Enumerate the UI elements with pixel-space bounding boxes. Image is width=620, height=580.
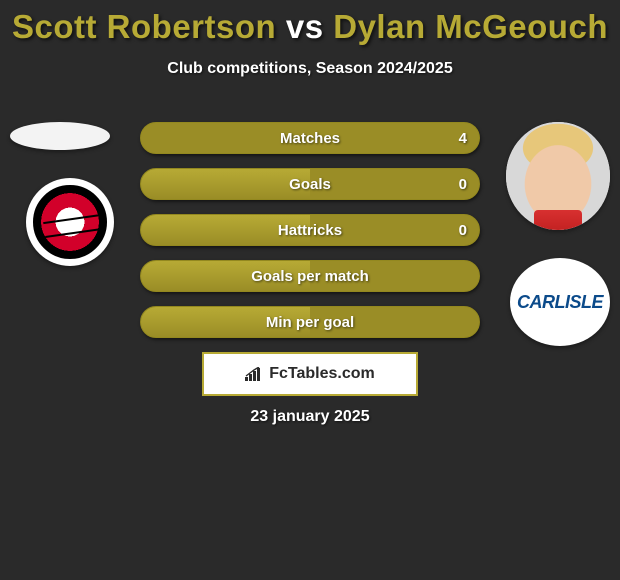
stat-value-right: 0 xyxy=(459,222,467,239)
stat-label: Min per goal xyxy=(266,314,354,331)
stat-bar: Min per goal xyxy=(140,306,480,338)
stat-bar: Matches 4 xyxy=(140,122,480,154)
stat-label: Goals xyxy=(289,176,331,193)
stat-label: Hattricks xyxy=(278,222,342,239)
stat-bar: Goals per match xyxy=(140,260,480,292)
player1-name: Scott Robertson xyxy=(12,8,276,45)
stat-label: Matches xyxy=(280,130,340,147)
player2-name: Dylan McGeouch xyxy=(333,8,608,45)
stat-value-right: 0 xyxy=(459,176,467,193)
bar-chart-icon xyxy=(245,367,263,381)
stat-bar: Hattricks 0 xyxy=(140,214,480,246)
stats-panel: Matches 4 Goals 0 Hattricks 0 Goals per match M… xyxy=(140,122,480,352)
brand-box: FcTables.com xyxy=(202,352,418,396)
fleetwood-crest-icon xyxy=(33,185,107,259)
comparison-title: Scott Robertson vs Dylan McGeouch xyxy=(0,0,620,46)
carlisle-wordmark: CARLISLE xyxy=(517,292,603,313)
club1-crest xyxy=(26,178,114,266)
player2-avatar xyxy=(506,122,610,230)
stat-bar: Goals 0 xyxy=(140,168,480,200)
club2-crest: CARLISLE xyxy=(510,258,610,346)
player1-avatar xyxy=(10,122,110,150)
vs-label: vs xyxy=(286,8,324,45)
date-stamp: 23 january 2025 xyxy=(0,408,620,426)
stat-label: Goals per match xyxy=(251,268,369,285)
player2-face-icon xyxy=(506,122,610,230)
brand-text: FcTables.com xyxy=(269,365,375,383)
stat-value-right: 4 xyxy=(459,130,467,147)
season-subtitle: Club competitions, Season 2024/2025 xyxy=(0,60,620,78)
